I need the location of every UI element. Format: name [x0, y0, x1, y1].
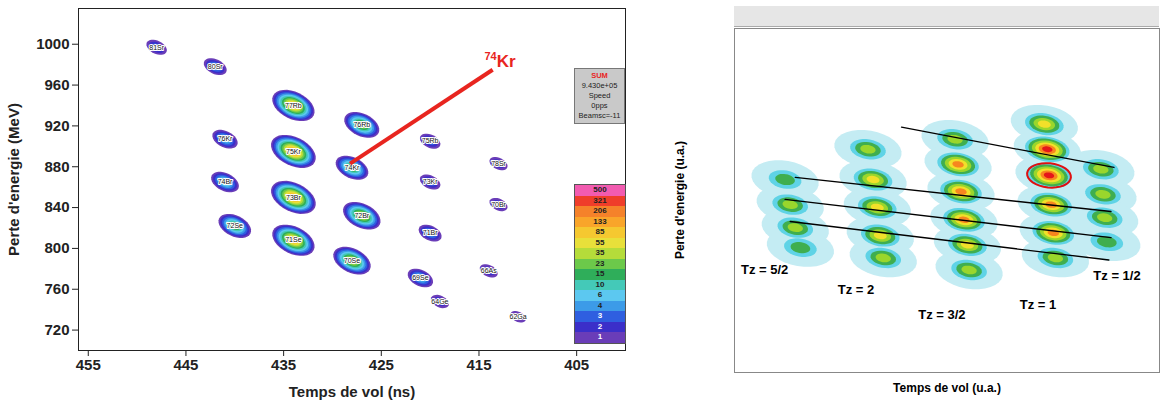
svg-text:960: 960: [44, 76, 69, 93]
html-text:3: 3: [597, 311, 603, 320]
svg-text:Tz = 1/2: Tz = 1/2: [1093, 268, 1140, 283]
svg-text:64Ge: 64Ge: [431, 298, 448, 305]
svg-text:Tz = 3/2: Tz = 3/2: [918, 307, 965, 322]
svg-text:62Ga: 62Ga: [509, 313, 526, 320]
svg-text:425: 425: [369, 356, 394, 373]
svg-text:405: 405: [564, 356, 589, 373]
html-text:15: 15: [595, 269, 605, 278]
html-text:0pps: 0pps: [591, 101, 608, 110]
html-text:Beamsc=-11: Beamsc=-11: [578, 111, 621, 120]
html-text:85: 85: [595, 227, 605, 236]
html-text:133: 133: [593, 216, 607, 226]
svg-text:80Sr: 80Sr: [208, 63, 223, 70]
svg-text:Tz = 1: Tz = 1: [1020, 297, 1056, 312]
html-text:500: 500: [593, 185, 607, 194]
svg-text:66As: 66As: [481, 267, 497, 274]
svg-text:76Rb: 76Rb: [353, 121, 370, 128]
svg-text:Tz = 5/2: Tz = 5/2: [741, 262, 788, 277]
svg-text:75Kr: 75Kr: [286, 148, 301, 155]
svg-text:71Br: 71Br: [423, 229, 438, 236]
html-text:23: 23: [595, 258, 605, 268]
svg-text:760: 760: [44, 280, 69, 297]
html-text:74Kr: 74Kr: [484, 50, 516, 71]
svg-text:435: 435: [271, 356, 296, 373]
html-text:4: 4: [597, 300, 603, 310]
svg-text:72Br: 72Br: [354, 212, 369, 219]
html-text:SUM: SUM: [591, 71, 608, 80]
html-text:55: 55: [595, 237, 605, 247]
svg-text:74Br: 74Br: [218, 178, 233, 185]
html-text:10: 10: [595, 279, 605, 289]
svg-text:74Kr: 74Kr: [345, 164, 360, 171]
svg-text:920: 920: [44, 117, 69, 134]
html-text:Perte d'energie (u.a.): Perte d'energie (u.a.): [673, 140, 687, 260]
svg-text:840: 840: [44, 198, 69, 215]
svg-text:455: 455: [76, 356, 101, 373]
svg-text:72Se: 72Se: [227, 222, 243, 229]
svg-text:78Sr: 78Sr: [491, 160, 506, 167]
html-text:2: 2: [597, 321, 603, 331]
html-text:206: 206: [593, 206, 607, 215]
html-text:Temps de vol (u.a.): Temps de vol (u.a.): [893, 381, 1001, 395]
svg-text:445: 445: [173, 356, 198, 373]
svg-text:880: 880: [44, 158, 69, 175]
svg-text:415: 415: [466, 356, 491, 373]
svg-text:1000: 1000: [36, 35, 69, 52]
svg-text:800: 800: [44, 239, 69, 256]
svg-text:70Br: 70Br: [491, 201, 506, 208]
html-text:Speed: Speed: [588, 91, 611, 100]
html-text:1: 1: [597, 332, 603, 341]
html-text:6: 6: [597, 290, 603, 299]
svg-text:69Se: 69Se: [412, 274, 428, 281]
html-text:9.430e+05: 9.430e+05: [581, 81, 618, 90]
svg-text:81Sr: 81Sr: [149, 44, 164, 51]
svg-text:73Kr: 73Kr: [423, 178, 438, 185]
html-text:35: 35: [595, 248, 605, 257]
svg-text:Perte d'energie (MeV): Perte d'energie (MeV): [5, 103, 22, 256]
svg-text:76Kr: 76Kr: [218, 135, 233, 142]
svg-text:70Se: 70Se: [344, 257, 360, 264]
svg-text:77Rb: 77Rb: [285, 102, 302, 109]
svg-text:720: 720: [44, 321, 69, 338]
html-text:321: 321: [593, 195, 607, 205]
svg-text:Tz = 2: Tz = 2: [838, 282, 875, 297]
svg-text:Temps de vol (ns): Temps de vol (ns): [289, 383, 415, 400]
svg-text:75Rb: 75Rb: [422, 137, 439, 144]
svg-text:73Br: 73Br: [286, 194, 301, 201]
svg-text:71Se: 71Se: [285, 236, 301, 243]
